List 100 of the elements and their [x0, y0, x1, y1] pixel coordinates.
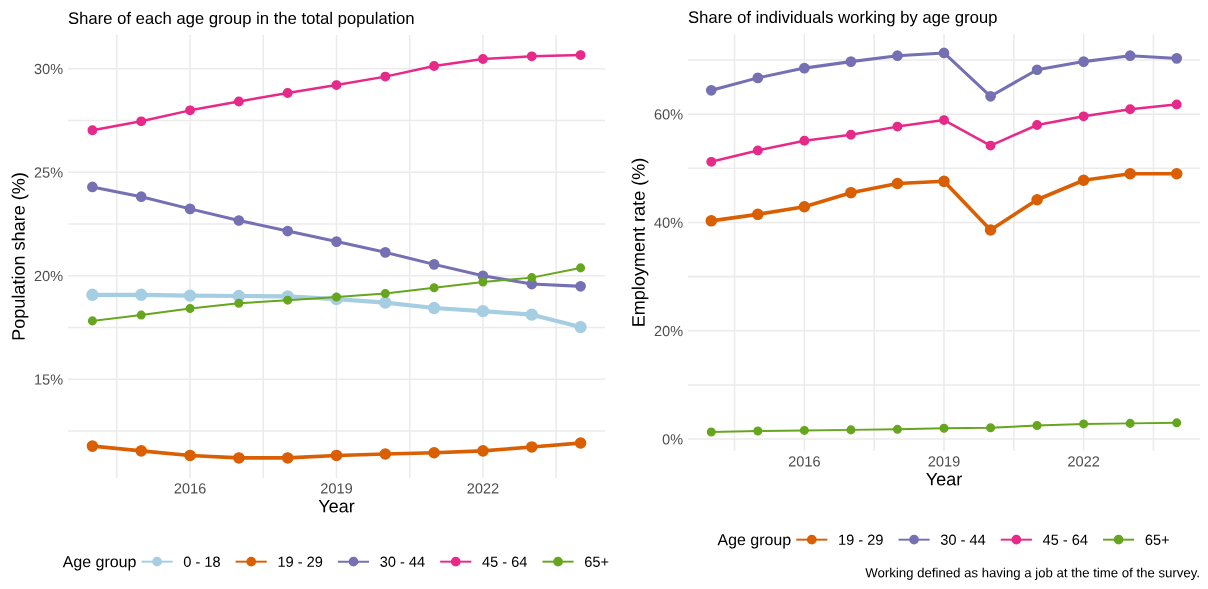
- point: [87, 125, 98, 136]
- point: [1171, 99, 1182, 110]
- point: [1125, 104, 1136, 115]
- point: [525, 308, 538, 321]
- point: [1078, 111, 1089, 122]
- point: [476, 304, 490, 318]
- legend-label: 65+: [1145, 534, 1169, 545]
- x-tick-label: 2019: [928, 456, 960, 467]
- point: [478, 54, 488, 64]
- point: [892, 424, 902, 434]
- point: [135, 288, 148, 301]
- point: [380, 289, 390, 299]
- point: [135, 445, 147, 457]
- point: [706, 156, 717, 167]
- y-axis-title: Population share (%): [11, 173, 29, 340]
- point: [846, 425, 856, 435]
- point: [574, 437, 587, 449]
- legend-label: 30 - 44: [940, 534, 986, 545]
- point: [379, 296, 392, 309]
- point: [799, 425, 809, 435]
- point: [331, 236, 342, 247]
- y-axis-title: Employment rate (%): [631, 158, 649, 326]
- point: [478, 277, 488, 287]
- point: [1125, 418, 1135, 428]
- point: [429, 61, 440, 71]
- y-tick-label: 30%: [34, 63, 63, 75]
- point: [986, 423, 996, 433]
- text: Working defined as having a job at the time of the survey.: [865, 567, 1199, 580]
- point: [234, 298, 244, 308]
- point: [1077, 174, 1090, 186]
- point: [330, 449, 343, 462]
- point: [939, 115, 949, 126]
- y-tick-label: 25%: [34, 167, 63, 178]
- point: [1124, 50, 1136, 62]
- point: [1032, 421, 1042, 431]
- y-tick-label: 15%: [35, 374, 63, 385]
- point: [86, 288, 99, 301]
- point: [752, 208, 764, 221]
- point: [331, 80, 342, 91]
- point: [477, 445, 489, 457]
- point: [891, 177, 904, 190]
- y-tick-label: 20%: [34, 270, 63, 282]
- y-tick-label: 20%: [654, 325, 683, 337]
- y-tick-label: 60%: [654, 109, 683, 120]
- point: [331, 292, 342, 302]
- x-tick-label: 2016: [174, 483, 206, 494]
- chart-title: Share of individuals working by age group: [688, 10, 997, 27]
- legend-title: Age group: [717, 534, 791, 549]
- point: [87, 181, 98, 193]
- point: [428, 259, 440, 270]
- point: [379, 448, 392, 460]
- point: [705, 84, 717, 96]
- point: [282, 88, 293, 98]
- point: [705, 215, 718, 227]
- point: [428, 446, 440, 459]
- point: [985, 140, 996, 151]
- point: [798, 200, 811, 213]
- point: [526, 51, 537, 62]
- point: [185, 303, 195, 313]
- point: [938, 47, 950, 59]
- point: [283, 295, 293, 305]
- point: [575, 280, 586, 292]
- y-tick-label: 0%: [662, 434, 683, 445]
- point: [233, 215, 245, 226]
- legend-label: 19 - 29: [839, 534, 883, 545]
- point: [575, 50, 586, 61]
- point: [184, 203, 196, 215]
- point: [985, 90, 996, 102]
- point: [281, 452, 294, 464]
- point: [282, 225, 294, 237]
- point: [938, 175, 950, 188]
- point: [1172, 418, 1182, 428]
- point: [183, 289, 197, 302]
- point: [1079, 419, 1089, 429]
- point: [799, 135, 810, 146]
- x-tick-label: 2016: [788, 456, 820, 467]
- point: [1031, 64, 1043, 76]
- x-axis-title: Year: [926, 472, 962, 486]
- point: [185, 105, 195, 116]
- legend-title: Age group: [62, 556, 136, 571]
- point: [574, 320, 587, 334]
- point: [799, 62, 810, 74]
- x-tick-label: 2019: [321, 483, 353, 494]
- point: [706, 427, 716, 437]
- point: [753, 426, 763, 436]
- point: [752, 72, 764, 84]
- point: [87, 316, 97, 326]
- legend-label: 0 - 18: [183, 556, 220, 567]
- point: [1031, 193, 1043, 206]
- x-tick-label: 2022: [1068, 456, 1100, 467]
- legend-label: 19 - 29: [278, 556, 323, 567]
- x-axis-title: Year: [318, 499, 355, 513]
- legend-label: 65+: [585, 556, 609, 567]
- point: [86, 440, 99, 452]
- x-tick-label: 2022: [467, 483, 499, 494]
- point: [939, 423, 949, 433]
- point: [427, 301, 441, 315]
- point: [1078, 56, 1089, 67]
- point: [845, 186, 857, 199]
- point: [380, 71, 391, 82]
